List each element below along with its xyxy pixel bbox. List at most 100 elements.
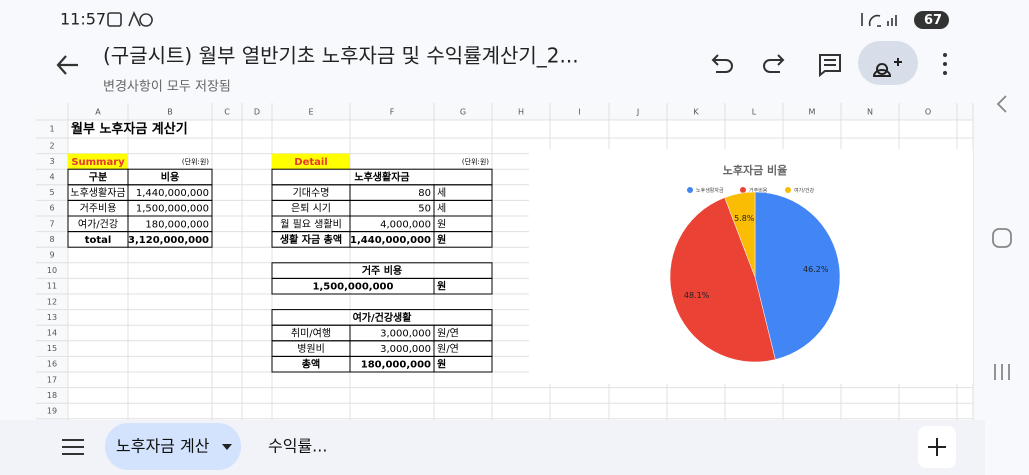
cell-text: 여가/건강 (78, 218, 118, 230)
battery-level: 67 (924, 13, 942, 28)
sheet: A B C D E F G H I J K L M N O1234567891011121314151617… (36, 103, 974, 420)
summary-label: Summary (71, 157, 125, 168)
legend-label: 여가/건강 (794, 187, 814, 194)
column-header: K (693, 108, 699, 117)
cell-text: 원/연 (437, 343, 459, 355)
status-time: 11:57 (60, 10, 106, 29)
sheet-title: 월부 노후자금 계산기 (71, 121, 188, 137)
share-button[interactable] (858, 41, 918, 85)
table-header: 구분 (89, 172, 107, 184)
column-header: I (578, 108, 580, 117)
row-header: 13 (47, 313, 57, 322)
cell-text: 180,000,000 (145, 219, 209, 230)
row-header: 2 (49, 141, 54, 150)
back-button[interactable] (56, 55, 78, 75)
row-header-bar (36, 103, 68, 420)
cell-text: 4,000,000 (380, 219, 431, 230)
slice-label: 5.8% (734, 214, 755, 223)
pie-slice (724, 191, 756, 278)
cell-text: 총액 (302, 358, 320, 371)
cell-text: 원 (437, 218, 446, 230)
row-header: 11 (47, 282, 57, 291)
active-tab[interactable] (105, 423, 241, 470)
toolbar-icons (711, 54, 841, 78)
cell-border (433, 231, 493, 248)
column-header: O (925, 108, 931, 117)
column-header: N (867, 108, 873, 117)
column-header: J (636, 108, 639, 117)
cell-text: total (85, 235, 112, 246)
cell-fill (272, 153, 350, 170)
block-title: 노후생활자금 (354, 171, 409, 184)
cell-border (433, 355, 493, 373)
column-header: H (518, 108, 524, 117)
tab-menu[interactable] (222, 444, 232, 450)
row-header: 15 (47, 344, 57, 353)
column-header: E (308, 108, 313, 117)
row-header: 1 (49, 125, 54, 134)
status-icons (107, 10, 897, 27)
row-header: 17 (47, 375, 57, 384)
cell-text: 기대수명 (293, 187, 330, 199)
cell-text: 노후생활자금 (70, 186, 125, 199)
column-header: M (809, 108, 816, 117)
cell-border (433, 277, 493, 295)
slice-label: 48.1% (684, 291, 710, 300)
nav-back[interactable] (996, 95, 1007, 113)
nav-home[interactable] (992, 228, 1012, 248)
column-header: A (95, 108, 101, 117)
row-header: 18 (47, 391, 57, 400)
cell-text: 80 (418, 188, 431, 199)
document-title[interactable]: (구글시트) 월부 열반기초 노후자금 및 수익률계산기_2... (103, 44, 579, 68)
cell-text: 취미/여행 (291, 328, 331, 340)
undo[interactable] (711, 54, 733, 73)
block-title: 거주 비용 (362, 264, 402, 277)
cell-text: 원 (437, 280, 446, 293)
share-icon (872, 58, 902, 77)
cell-text: 3,120,000,000 (128, 235, 209, 246)
tab-label[interactable]: 노후자금 계산 (116, 437, 210, 456)
cell-text: 1,440,000,000 (136, 188, 209, 199)
column-header: L (752, 108, 757, 117)
cell-text: 월 필요 생활비 (280, 217, 342, 230)
row-header: 16 (47, 360, 57, 369)
legend-label: 거주비용 (749, 187, 768, 194)
column-header: F (390, 108, 395, 117)
row-header: 3 (49, 157, 54, 166)
row-header: 4 (49, 173, 54, 182)
more-menu[interactable] (943, 53, 947, 75)
cell-text: 은퇴 시기 (291, 203, 331, 215)
chart-title: 노후자금 비율 (723, 163, 788, 177)
row-header: 5 (49, 188, 54, 197)
slice-label: 46.2% (803, 265, 829, 274)
pie-slice (754, 191, 841, 360)
sheet-list[interactable] (62, 439, 84, 455)
comments[interactable] (819, 54, 841, 78)
save-status: 변경사항이 모두 저장됨 (103, 80, 231, 95)
nav-recent[interactable] (994, 364, 1010, 380)
row-header: 10 (47, 266, 57, 275)
cell-text: 3,000,000 (380, 344, 431, 355)
legend-label: 노후생활자금 (696, 187, 724, 194)
block-title: 여가/건강생활 (353, 311, 413, 324)
cell-fill (68, 153, 128, 170)
tab-label[interactable]: 수익률... (268, 437, 327, 456)
cell-text: 1,500,000,000 (313, 282, 394, 293)
column-header: D (254, 108, 260, 117)
column-header: B (167, 108, 173, 117)
cell-text: 원/연 (437, 328, 459, 340)
cell-text: 원 (437, 358, 446, 371)
redo[interactable] (763, 54, 785, 73)
cell-text: 세 (437, 203, 446, 215)
column-header: G (460, 108, 466, 117)
legend-swatch (740, 187, 746, 193)
cell-text: 180,000,000 (361, 360, 431, 371)
row-header: 7 (49, 219, 54, 228)
cell-text: 50 (418, 204, 431, 215)
battery (914, 11, 949, 29)
unit-label: (단위:원) (462, 157, 489, 166)
legend-swatch (785, 187, 791, 193)
table-header: 비용 (161, 171, 179, 184)
cell-text: 생활 자금 총액 (280, 233, 342, 246)
